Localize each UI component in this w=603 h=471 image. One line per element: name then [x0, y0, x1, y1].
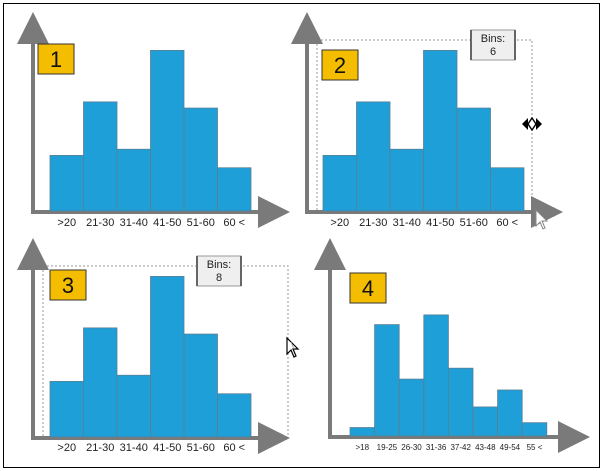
histogram-bar	[49, 381, 84, 438]
x-tick-label: 31-40	[120, 217, 148, 229]
cursor-icon	[286, 336, 300, 358]
panel-number: 3	[62, 273, 74, 298]
x-tick-label: 19-25	[377, 443, 398, 452]
bins-label: Bins:	[207, 259, 231, 271]
histogram-bar	[217, 393, 252, 438]
x-tick-label: 51-60	[187, 442, 215, 454]
histogram-bar	[398, 378, 425, 437]
bins-value: 6	[490, 46, 496, 58]
bins-label: Bins:	[481, 33, 505, 45]
histogram-bar	[183, 333, 218, 438]
x-tick-label: 41-50	[426, 217, 454, 229]
x-tick-label: 60 <	[496, 217, 518, 229]
histogram-panel-2: >20 21-30 31-40 41-50 51-60 60 < 2 Bins:6	[291, 12, 563, 229]
histogram-bar	[456, 107, 491, 212]
histogram-bar	[423, 50, 458, 212]
panel-number: 1	[50, 47, 62, 72]
resize-handle-icon[interactable]	[522, 116, 542, 132]
histogram-panel-4: >18 19-25 26-30 31-36 37-42 43-48 49-54 55 < 4	[314, 238, 590, 453]
panel-number-badge: 4	[349, 272, 387, 304]
histogram-panel-1: >20 21-30 31-40 41-50 51-60 60 < 1	[17, 12, 290, 229]
panel-number: 2	[334, 53, 346, 78]
x-tick-label: 21-30	[86, 442, 114, 454]
x-tick-label: 37-42	[450, 443, 471, 452]
x-tick-label: 60 <	[223, 217, 245, 229]
x-tick-label: 31-40	[120, 442, 148, 454]
panel-number-badge: 3	[49, 269, 87, 301]
x-tick-label: 51-60	[187, 217, 215, 229]
histogram-bar	[322, 155, 357, 212]
histogram-bar	[497, 389, 523, 437]
histogram-bar	[83, 327, 118, 438]
selection-box-panel-3	[42, 265, 289, 439]
histogram-bar	[116, 374, 151, 438]
bins-control[interactable]: Bins:8	[196, 255, 242, 287]
histogram-bar	[116, 148, 151, 212]
x-tick-label: 55 <	[527, 443, 543, 452]
histogram-bar	[356, 101, 391, 212]
x-tick-label: 41-50	[153, 217, 181, 229]
panel-number: 4	[362, 276, 374, 301]
cursor-icon	[535, 208, 549, 230]
x-tick-label: 21-30	[86, 217, 114, 229]
panel-number-badge: 1	[37, 43, 75, 75]
histogram-bar	[389, 148, 424, 212]
histogram-bar	[217, 167, 252, 212]
x-tick-label: >20	[57, 442, 76, 454]
histogram-bar	[349, 427, 376, 437]
histogram-bar	[150, 50, 185, 212]
histogram-bar	[490, 167, 525, 212]
x-tick-label: >18	[356, 443, 370, 452]
bins-value: 8	[216, 272, 222, 284]
x-tick-label: 51-60	[460, 217, 488, 229]
histogram-bar	[423, 314, 449, 437]
x-tick-label: 49-54	[500, 443, 521, 452]
x-tick-label: 21-30	[359, 217, 387, 229]
histogram-bar	[374, 324, 400, 437]
histogram-bar	[472, 406, 499, 437]
x-tick-label: 31-36	[426, 443, 447, 452]
x-tick-label: 60 <	[223, 442, 245, 454]
histogram-bar	[521, 422, 548, 437]
histogram-bar	[447, 367, 474, 437]
x-tick-label: >20	[57, 217, 76, 229]
panel-number-badge: 2	[321, 49, 359, 81]
histogram-bar	[183, 107, 218, 212]
x-tick-label: 31-40	[393, 217, 421, 229]
x-tick-label: 43-48	[475, 443, 496, 452]
x-tick-label: >20	[330, 217, 349, 229]
histogram-bar	[49, 155, 84, 212]
histogram-panel-3: >20 21-30 31-40 41-50 51-60 60 < 3 Bins:8	[17, 238, 290, 454]
histogram-bar	[150, 276, 185, 438]
x-tick-label: 26-30	[401, 443, 422, 452]
x-tick-label: 41-50	[153, 442, 181, 454]
bins-control[interactable]: Bins:6	[470, 29, 516, 61]
histogram-bar	[83, 101, 118, 212]
